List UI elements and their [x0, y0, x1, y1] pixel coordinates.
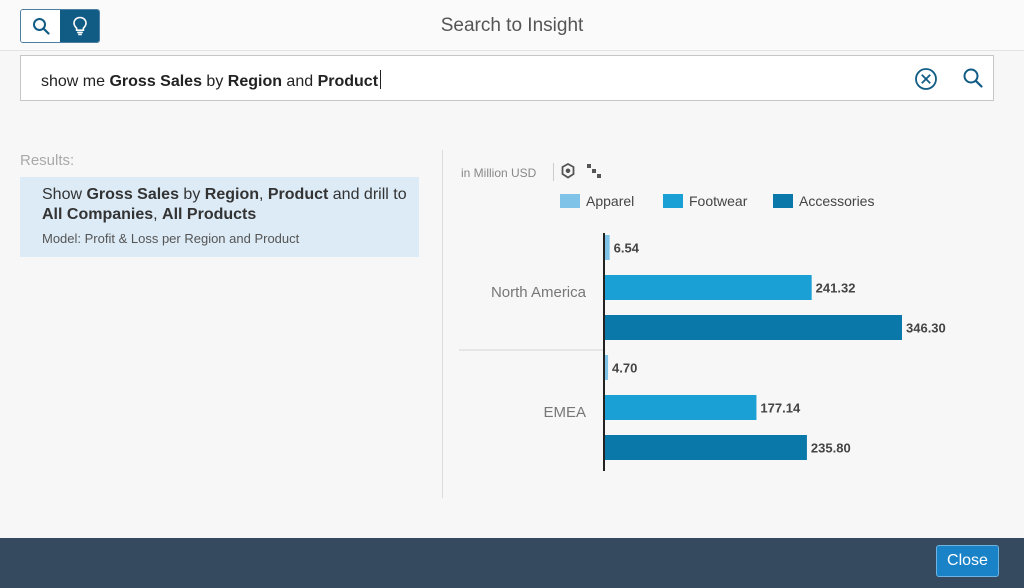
data-label: 6.54 [614, 241, 640, 256]
search-icon [32, 18, 50, 35]
text-caret [380, 70, 382, 89]
panel-divider [442, 150, 443, 498]
result-part: and drill to [328, 186, 407, 203]
category-label: North America [491, 284, 587, 301]
search-query[interactable]: show me Gross Sales by Region and Produc… [41, 70, 382, 91]
legend-label: Footwear [689, 193, 748, 209]
insight-mode-button[interactable] [60, 10, 99, 42]
bar[interactable] [604, 315, 902, 340]
search-submit-icon[interactable] [962, 67, 984, 89]
legend-swatch [663, 194, 683, 208]
legend-item[interactable]: Footwear [663, 193, 747, 209]
search-mode-button[interactable] [21, 10, 60, 42]
results-label: Results: [20, 152, 75, 169]
result-part: , [153, 206, 163, 223]
result-part: Gross Sales [86, 186, 179, 203]
bar[interactable] [604, 275, 812, 300]
result-part: , [258, 186, 268, 203]
mode-toggle [20, 9, 100, 43]
result-model: Model: Profit & Loss per Region and Prod… [42, 231, 300, 246]
lightbulb-icon [72, 16, 87, 36]
close-button[interactable]: Close [936, 545, 999, 577]
bar-chart: North America 6.54 241.32 346.30 EMEA 4.70 177… [459, 233, 946, 471]
data-label: 4.70 [612, 361, 637, 376]
result-part: All Companies [42, 206, 154, 223]
bar[interactable] [604, 435, 807, 460]
query-part: by [201, 73, 228, 90]
legend-label: Accessories [799, 193, 875, 209]
query-part: Product [317, 73, 379, 90]
query-part: Gross Sales [109, 73, 202, 90]
dialog-title: Search to Insight [440, 15, 584, 36]
data-label: 177.14 [760, 401, 801, 416]
chart-unit-label: in Million USD [461, 166, 537, 180]
result-item[interactable]: Show Gross Sales by Region, Product and … [20, 177, 419, 257]
data-label: 241.32 [816, 281, 856, 296]
bar[interactable] [604, 395, 757, 420]
dialog-header: Search to Insight [0, 0, 1024, 51]
result-part: All Products [162, 206, 257, 223]
data-label: 346.30 [906, 321, 946, 336]
result-part: Show [42, 186, 87, 203]
result-part: Product [267, 186, 329, 203]
query-part: and [281, 73, 318, 90]
result-text: Show Gross Sales by Region, Product and … [42, 185, 407, 225]
legend-swatch [773, 194, 793, 208]
query-part: show me [41, 73, 110, 90]
clear-circle-icon[interactable] [914, 67, 938, 91]
hierarchy-icon[interactable] [586, 163, 602, 179]
category-label: EMEA [543, 404, 586, 421]
legend-item[interactable]: Accessories [773, 193, 874, 209]
query-part: Region [227, 73, 282, 90]
result-part: Region [204, 186, 259, 203]
result-part: by [178, 186, 205, 203]
bar[interactable] [604, 355, 609, 380]
data-label: 235.80 [811, 441, 851, 456]
legend-label: Apparel [586, 193, 635, 209]
search-input[interactable]: show me Gross Sales by Region and Produc… [20, 55, 994, 101]
toolbar-separator [553, 163, 554, 181]
legend-swatch [560, 194, 580, 208]
settings-icon[interactable] [561, 163, 575, 179]
legend-item[interactable]: Apparel [560, 193, 634, 209]
dialog-footer [0, 538, 1024, 588]
bar[interactable] [604, 235, 610, 260]
